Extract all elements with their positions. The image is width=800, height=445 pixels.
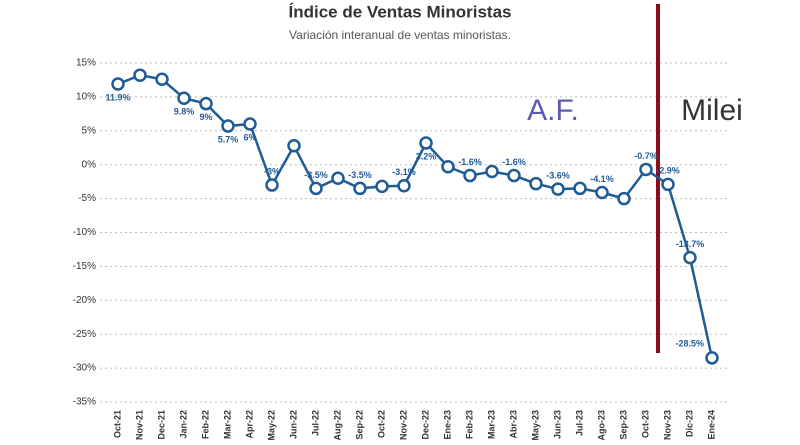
x-tick-label: Dic-23	[684, 410, 694, 437]
x-tick-label: Oct-23	[640, 410, 650, 438]
marker	[485, 164, 499, 179]
x-tick-label: Ago-23	[596, 410, 606, 441]
data-label: 6%	[243, 132, 256, 142]
x-tick-label: Ene-23	[442, 410, 452, 440]
y-tick-label: 5%	[82, 125, 97, 136]
chart-subtitle: Variación interanual de ventas minorista…	[289, 28, 511, 42]
data-label: -3.5%	[348, 170, 372, 180]
data-label: -1.6%	[502, 157, 526, 167]
marker	[243, 117, 257, 131]
data-label: -4.1%	[590, 174, 614, 184]
marker	[155, 72, 169, 87]
x-tick-label: Apr-22	[244, 410, 254, 439]
x-tick-label: May-22	[266, 410, 276, 441]
data-label: 5.7%	[218, 134, 239, 144]
x-tick-label: Ene-24	[706, 410, 716, 440]
x-tick-label: Aug-22	[332, 410, 342, 441]
x-tick-label: Jan-22	[178, 410, 188, 439]
marker	[617, 191, 631, 206]
marker	[705, 351, 719, 365]
x-tick-label: Mar-22	[222, 410, 232, 439]
data-label: -2.9%	[656, 166, 680, 176]
marker	[331, 171, 345, 186]
x-tick-label: Oct-22	[376, 410, 386, 438]
annotation: A.F.	[527, 94, 579, 127]
y-tick-label: -20%	[73, 295, 96, 306]
data-label: -3.6%	[546, 170, 570, 180]
marker	[573, 181, 587, 196]
marker	[661, 177, 675, 192]
x-tick-label: Jun-23	[552, 410, 562, 439]
marker	[441, 159, 455, 174]
data-label: -28.5%	[675, 338, 704, 348]
x-tick-label: Oct-21	[112, 410, 122, 438]
y-tick-label: -10%	[73, 227, 96, 238]
marker	[507, 168, 521, 183]
x-tick-label: Nov-21	[134, 410, 144, 440]
y-tick-label: -5%	[78, 193, 96, 204]
x-tick-label: Sep-23	[618, 410, 628, 440]
chart-title: Índice de Ventas Minoristas	[289, 2, 512, 21]
x-tick-label: Dec-22	[420, 410, 430, 440]
marker	[397, 178, 411, 193]
x-tick-label: Nov-22	[398, 410, 408, 440]
marker	[287, 138, 301, 153]
marker	[683, 250, 697, 265]
data-label: -3.1%	[392, 167, 416, 177]
x-tick-label: Abr-23	[508, 410, 518, 439]
x-tick-label: Nov-23	[662, 410, 672, 440]
marker	[595, 185, 609, 200]
x-tick-label: Jun-22	[288, 410, 298, 439]
marker	[133, 68, 147, 82]
x-tick-label: Jul-23	[574, 410, 584, 436]
marker	[199, 96, 213, 111]
marker	[221, 119, 235, 133]
y-tick-label: 10%	[76, 92, 96, 103]
marker	[463, 168, 477, 183]
data-label: 11.9%	[105, 92, 130, 102]
x-tick-label: Dec-21	[156, 410, 166, 440]
y-tick-label: 15%	[76, 58, 96, 69]
data-label: -0.7%	[634, 151, 658, 161]
x-tick-label: Feb-22	[200, 410, 210, 439]
y-tick-label: -30%	[73, 363, 96, 374]
marker	[353, 181, 367, 196]
marker	[375, 179, 389, 194]
y-tick-label: -35%	[73, 397, 96, 408]
data-label: 9.8%	[174, 107, 195, 117]
data-label: -1.6%	[458, 157, 482, 167]
marker	[111, 77, 125, 91]
y-tick-label: -25%	[73, 329, 96, 340]
data-label: -3.5%	[304, 170, 328, 180]
marker	[639, 162, 653, 177]
x-tick-label: Feb-23	[464, 410, 474, 439]
data-label: -13.7%	[676, 239, 705, 249]
y-tick-label: 0%	[82, 159, 97, 170]
line	[117, 73, 714, 359]
marker	[419, 136, 433, 150]
marker	[309, 181, 323, 196]
marker	[529, 176, 543, 191]
marker	[177, 91, 191, 106]
y-tick-label: -15%	[73, 261, 96, 272]
annotation: Milei	[681, 94, 743, 127]
x-tick-label: Mar-23	[486, 410, 496, 439]
marker	[551, 182, 565, 196]
x-tick-label: Jul-22	[310, 410, 320, 436]
data-label: 9%	[199, 112, 212, 122]
data-label: -3%	[264, 166, 280, 176]
marker	[265, 178, 279, 192]
x-tick-label: May-23	[530, 410, 540, 441]
x-tick-label: Sep-22	[354, 410, 364, 440]
data-label: 3.2%	[416, 151, 437, 161]
